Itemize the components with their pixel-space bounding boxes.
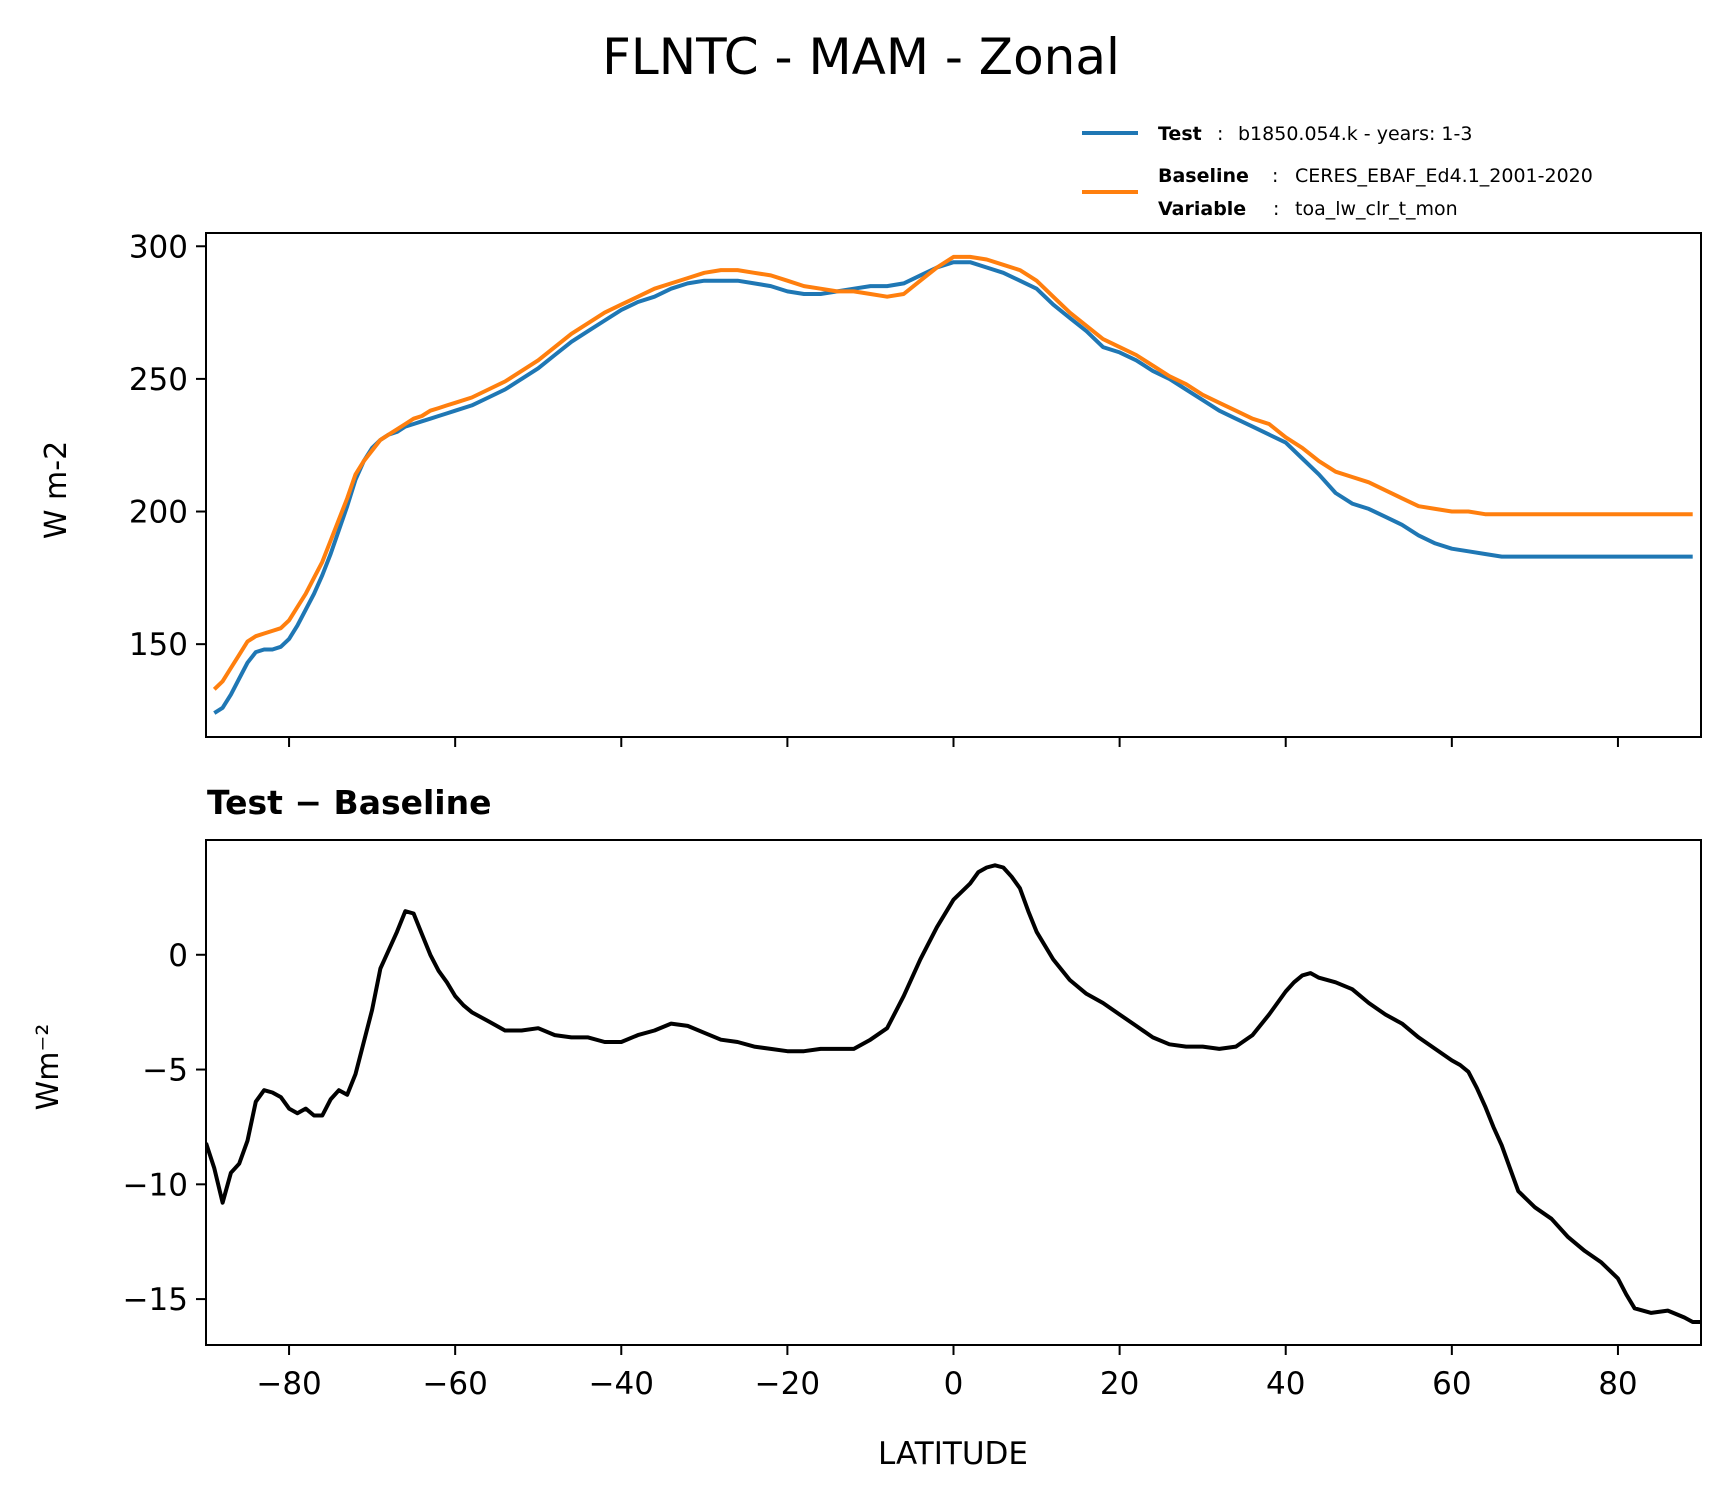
bottom-series-line-difference bbox=[206, 863, 1701, 1324]
bottom-lines bbox=[206, 863, 1701, 1324]
top-ticks: 150 200 250 300 bbox=[129, 229, 1619, 747]
legend: Test : b1850.054.k - years: 1-3 Baseline… bbox=[1082, 123, 1593, 220]
bottom-x-tick-label: 20 bbox=[1100, 1366, 1139, 1402]
bottom-ticks: −15 −10 −5 0 −80 −60 −40 −20 0 20 40 60 80 bbox=[123, 938, 1638, 1402]
top-y-axis-label: W m-2 bbox=[39, 441, 74, 539]
x-axis-label: LATITUDE bbox=[878, 1436, 1028, 1472]
top-y-tick-label: 150 bbox=[129, 627, 188, 663]
top-lines bbox=[212, 254, 1693, 715]
top-y-tick-label: 200 bbox=[129, 495, 188, 531]
bottom-x-tick-label: −40 bbox=[589, 1366, 654, 1402]
bottom-subtitle: Test − Baseline bbox=[207, 783, 492, 822]
figure-title: FLNTC - MAM - Zonal bbox=[602, 28, 1120, 86]
bottom-plot-frame bbox=[205, 839, 1702, 1346]
bottom-y-tick-label: −10 bbox=[123, 1167, 188, 1203]
top-series-line-baseline bbox=[212, 254, 1693, 691]
legend-baseline-value: CERES_EBAF_Ed4.1_2001-2020 bbox=[1295, 165, 1593, 187]
legend-variable-key: Variable bbox=[1158, 198, 1246, 220]
top-series-line-test bbox=[213, 260, 1693, 715]
bottom-x-tick-label: 40 bbox=[1266, 1366, 1305, 1402]
bottom-x-tick-label: 80 bbox=[1598, 1366, 1637, 1402]
legend-variable-sep: : bbox=[1273, 198, 1279, 220]
top-plot-frame bbox=[205, 232, 1702, 738]
legend-test-sep: : bbox=[1217, 123, 1223, 145]
legend-test-value: b1850.054.k - years: 1-3 bbox=[1238, 123, 1472, 145]
bottom-x-tick-label: −20 bbox=[755, 1366, 820, 1402]
bottom-y-tick-label: −15 bbox=[123, 1282, 188, 1318]
bottom-panel: Test − Baseline Wm⁻² LATITUDE −15−10−50−… bbox=[31, 783, 1702, 1472]
legend-baseline-sep: : bbox=[1272, 165, 1278, 187]
legend-baseline-key: Baseline bbox=[1158, 165, 1249, 187]
top-y-tick-label: 300 bbox=[129, 229, 188, 265]
top-y-tick-label: 250 bbox=[129, 362, 188, 398]
top-panel: W m-2 150 200 250 300 bbox=[39, 229, 1702, 747]
bottom-x-tick-label: −60 bbox=[422, 1366, 487, 1402]
bottom-y-axis-label: Wm⁻² bbox=[31, 1024, 66, 1111]
bottom-y-tick-label: 0 bbox=[168, 938, 188, 974]
bottom-x-tick-label: 0 bbox=[944, 1366, 964, 1402]
bottom-x-tick-label: 60 bbox=[1432, 1366, 1471, 1402]
legend-test-key: Test bbox=[1158, 123, 1202, 145]
bottom-y-tick-label: −5 bbox=[142, 1053, 188, 1089]
legend-variable-value: toa_lw_clr_t_mon bbox=[1295, 198, 1458, 220]
bottom-x-tick-label: −80 bbox=[256, 1366, 321, 1402]
